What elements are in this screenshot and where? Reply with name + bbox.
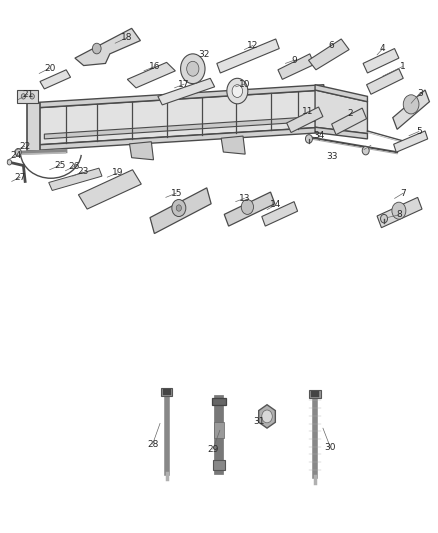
Bar (161, 388, 172, 396)
Polygon shape (315, 85, 367, 102)
Text: 17: 17 (178, 79, 190, 88)
Text: 13: 13 (239, 194, 250, 203)
Polygon shape (130, 142, 153, 160)
Polygon shape (393, 90, 429, 130)
Circle shape (232, 85, 243, 98)
Text: 20: 20 (44, 64, 55, 72)
Text: 1: 1 (399, 62, 405, 71)
Circle shape (172, 199, 186, 216)
Circle shape (92, 43, 101, 54)
Text: 8: 8 (396, 211, 402, 220)
Polygon shape (27, 103, 40, 151)
Bar (17, 90, 38, 103)
Circle shape (305, 135, 312, 143)
Circle shape (392, 202, 406, 219)
Text: 3: 3 (417, 88, 423, 98)
Circle shape (227, 78, 248, 104)
Polygon shape (158, 78, 215, 105)
Polygon shape (224, 192, 275, 226)
Text: 32: 32 (198, 51, 209, 59)
Polygon shape (127, 62, 175, 88)
Text: 31: 31 (254, 417, 265, 426)
Text: 33: 33 (326, 152, 337, 161)
Text: 27: 27 (14, 173, 26, 182)
Text: 30: 30 (325, 443, 336, 452)
Polygon shape (332, 108, 367, 135)
Text: 9: 9 (291, 56, 297, 64)
Polygon shape (308, 39, 349, 70)
Text: 5: 5 (416, 127, 422, 136)
Text: 12: 12 (247, 41, 259, 50)
Polygon shape (377, 197, 422, 228)
Circle shape (30, 94, 34, 99)
Circle shape (180, 54, 205, 84)
Polygon shape (262, 201, 297, 226)
Text: 21: 21 (22, 90, 33, 99)
Text: 24: 24 (11, 151, 21, 160)
Circle shape (21, 94, 25, 99)
Text: 10: 10 (239, 79, 250, 88)
Polygon shape (40, 70, 71, 89)
Text: 22: 22 (19, 142, 30, 151)
Bar (162, 389, 170, 395)
Circle shape (362, 147, 369, 155)
Circle shape (381, 214, 388, 223)
Polygon shape (287, 107, 323, 133)
Text: 28: 28 (147, 440, 158, 449)
Text: 4: 4 (380, 44, 385, 53)
Bar (214, 422, 224, 438)
Text: 16: 16 (148, 62, 160, 71)
Polygon shape (49, 168, 102, 190)
Text: 34: 34 (313, 131, 324, 140)
Circle shape (403, 95, 419, 114)
Text: 15: 15 (170, 189, 182, 198)
Polygon shape (315, 127, 367, 139)
Text: 18: 18 (121, 34, 132, 43)
Polygon shape (44, 117, 315, 139)
Polygon shape (259, 405, 276, 428)
Polygon shape (78, 169, 141, 209)
Bar (309, 390, 321, 398)
Circle shape (262, 410, 272, 423)
Bar (311, 391, 319, 397)
Text: 19: 19 (112, 168, 124, 177)
Polygon shape (31, 90, 324, 146)
Bar (212, 398, 226, 405)
Polygon shape (367, 69, 403, 94)
Polygon shape (363, 49, 399, 73)
Polygon shape (278, 54, 314, 79)
Polygon shape (394, 131, 427, 152)
Text: 6: 6 (329, 41, 335, 50)
Circle shape (176, 205, 181, 211)
Polygon shape (150, 188, 211, 233)
Text: 2: 2 (347, 109, 353, 118)
Polygon shape (31, 85, 324, 108)
Text: 11: 11 (302, 107, 314, 116)
Circle shape (7, 160, 12, 165)
Polygon shape (75, 28, 141, 66)
Text: 7: 7 (400, 189, 406, 198)
Polygon shape (221, 136, 245, 154)
Circle shape (241, 199, 254, 214)
Polygon shape (217, 39, 279, 73)
Polygon shape (315, 90, 367, 134)
Text: 23: 23 (77, 167, 88, 176)
Bar (213, 460, 225, 470)
Text: 29: 29 (207, 445, 219, 454)
Circle shape (15, 149, 21, 156)
Text: 26: 26 (68, 162, 80, 171)
Polygon shape (31, 127, 324, 151)
Circle shape (187, 61, 199, 76)
Text: 14: 14 (270, 200, 282, 209)
Text: 25: 25 (54, 161, 65, 170)
